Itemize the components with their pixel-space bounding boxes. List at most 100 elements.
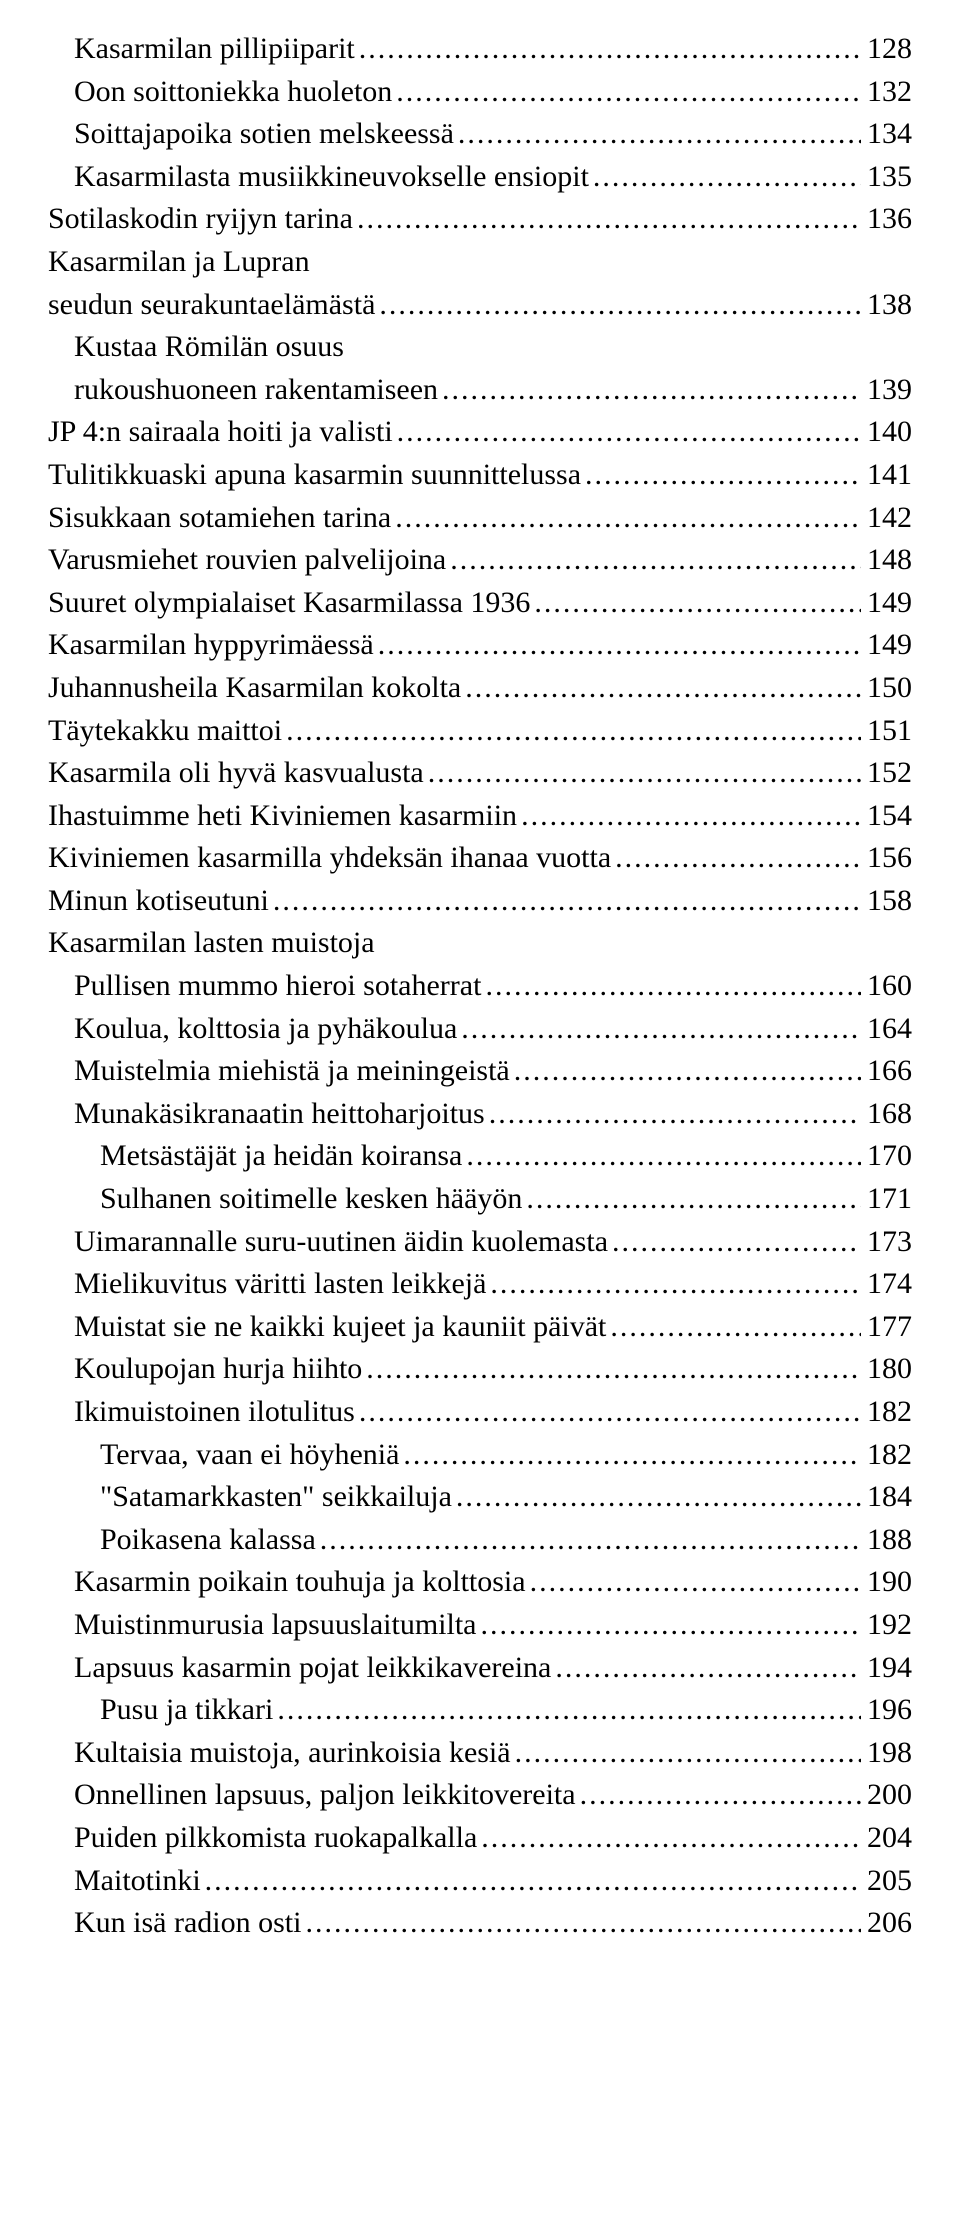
toc-entry-page: 128 xyxy=(861,28,912,71)
toc-entry: Metsästäjät ja heidän koiransa170 xyxy=(48,1135,912,1178)
toc-entry-label: Munakäsikranaatin heittoharjoitus xyxy=(74,1093,485,1136)
toc-entry-page: 135 xyxy=(861,156,912,199)
toc-entry-page: 173 xyxy=(861,1221,912,1264)
toc-entry: Tulitikkuaski apuna kasarmin suunnittelu… xyxy=(48,454,912,497)
toc-leader-dots xyxy=(391,497,861,540)
toc-entry-page: 200 xyxy=(861,1774,912,1817)
toc-entry-page: 148 xyxy=(861,539,912,582)
toc-entry: Oon soittoniekka huoleton132 xyxy=(48,71,912,114)
toc-heading: Kasarmilan lasten muistoja xyxy=(48,922,912,965)
toc-entry: Onnellinen lapsuus, paljon leikkitoverei… xyxy=(48,1774,912,1817)
toc-leader-dots xyxy=(608,1221,861,1264)
toc-entry-label: Kiviniemen kasarmilla yhdeksän ihanaa vu… xyxy=(48,837,611,880)
toc-leader-dots xyxy=(399,1434,861,1477)
toc-entry-page: 152 xyxy=(861,752,912,795)
toc-entry: seudun seurakuntaelämästä138 xyxy=(48,284,912,327)
toc-entry-label: seudun seurakuntaelämästä xyxy=(48,284,375,327)
toc-entry: Mielikuvitus väritti lasten leikkejä174 xyxy=(48,1263,912,1306)
toc-leader-dots xyxy=(269,880,861,923)
toc-leader-dots xyxy=(375,284,861,327)
toc-entry-page: 139 xyxy=(861,369,912,412)
toc-entry-label: Kun isä radion osti xyxy=(74,1902,301,1945)
toc-entry: Puiden pilkkomista ruokapalkalla204 xyxy=(48,1817,912,1860)
toc-entry: Koulua, kolttosia ja pyhäkoulua164 xyxy=(48,1008,912,1051)
toc-entry: Kultaisia muistoja, aurinkoisia kesiä198 xyxy=(48,1732,912,1775)
toc-entry-page: 141 xyxy=(861,454,912,497)
toc-entry-label: Sisukkaan sotamiehen tarina xyxy=(48,497,391,540)
toc-entry-page: 166 xyxy=(861,1050,912,1093)
toc-leader-dots xyxy=(477,1817,861,1860)
toc-entry-label: Kasarmin poikain touhuja ja kolttosia xyxy=(74,1561,526,1604)
toc-entry-label: Kasarmila oli hyvä kasvualusta xyxy=(48,752,424,795)
toc-entry-page: 136 xyxy=(861,198,912,241)
toc-entry: Kun isä radion osti 206 xyxy=(48,1902,912,1945)
toc-entry: rukoushuoneen rakentamiseen139 xyxy=(48,369,912,412)
toc-entry-page: 206 xyxy=(861,1902,912,1945)
toc-entry: Poikasena kalassa 188 xyxy=(48,1519,912,1562)
toc-entry-label: Ihastuimme heti Kiviniemen kasarmiin xyxy=(48,795,517,838)
toc-entry: Maitotinki205 xyxy=(48,1860,912,1903)
toc-entry-page: 142 xyxy=(861,497,912,540)
toc-entry-label: Koulua, kolttosia ja pyhäkoulua xyxy=(74,1008,457,1051)
toc-entry-label: Sulhanen soitimelle kesken hääyön xyxy=(100,1178,522,1221)
toc-entry-label: Muistat sie ne kaikki kujeet ja kauniit … xyxy=(74,1306,606,1349)
toc-leader-dots xyxy=(511,1732,861,1775)
toc-entry: Munakäsikranaatin heittoharjoitus168 xyxy=(48,1093,912,1136)
toc-entry-page: 184 xyxy=(861,1476,912,1519)
toc-entry-page: 134 xyxy=(861,113,912,156)
toc-entry: Pullisen mummo hieroi sotaherrat160 xyxy=(48,965,912,1008)
toc-entry-label: "Satamarkkasten" seikkailuja xyxy=(100,1476,452,1519)
toc-entry-label: JP 4:n sairaala hoiti ja valisti xyxy=(48,411,393,454)
toc-leader-dots xyxy=(510,1050,861,1093)
toc-leader-dots xyxy=(392,71,861,114)
toc-entry: Täytekakku maittoi151 xyxy=(48,710,912,753)
toc-entry-page: 188 xyxy=(861,1519,912,1562)
toc-entry-page: 192 xyxy=(861,1604,912,1647)
toc-leader-dots xyxy=(530,582,861,625)
toc-entry: Lapsuus kasarmin pojat leikkikavereina19… xyxy=(48,1647,912,1690)
toc-leader-dots xyxy=(438,369,861,412)
toc-leader-dots xyxy=(522,1178,861,1221)
toc-entry: Koulupojan hurja hiihto180 xyxy=(48,1348,912,1391)
toc-leader-dots xyxy=(362,1348,861,1391)
toc-entry-page: 198 xyxy=(861,1732,912,1775)
toc-entry-page: 182 xyxy=(861,1391,912,1434)
toc-entry-page: 205 xyxy=(861,1860,912,1903)
toc-heading: Kustaa Römilän osuus xyxy=(48,326,912,369)
toc-entry-label: Pusu ja tikkari xyxy=(100,1689,273,1732)
toc-entry-label: Onnellinen lapsuus, paljon leikkitoverei… xyxy=(74,1774,576,1817)
toc-entry: Kasarmilan pillipiiparit 128 xyxy=(48,28,912,71)
toc-entry: Suuret olympialaiset Kasarmilassa 193614… xyxy=(48,582,912,625)
toc-leader-dots xyxy=(201,1860,861,1903)
toc-leader-dots xyxy=(301,1902,861,1945)
toc-leader-dots xyxy=(282,710,861,753)
toc-leader-dots xyxy=(424,752,861,795)
toc-page: Kasarmilan pillipiiparit 128Oon soittonie… xyxy=(0,0,960,1973)
toc-entry-page: 150 xyxy=(861,667,912,710)
toc-entry-label: Uimarannalle suru-uutinen äidin kuolemas… xyxy=(74,1221,608,1264)
toc-entry-page: 180 xyxy=(861,1348,912,1391)
toc-entry-label: Tulitikkuaski apuna kasarmin suunnittelu… xyxy=(48,454,581,497)
toc-entry-label: Kasarmilan pillipiiparit xyxy=(74,28,355,71)
toc-leader-dots xyxy=(355,1391,861,1434)
toc-leader-dots xyxy=(273,1689,861,1732)
toc-leader-dots xyxy=(581,454,861,497)
toc-leader-dots xyxy=(485,1093,861,1136)
toc-entry-label: Minun kotiseutuni xyxy=(48,880,269,923)
toc-entry-label: Suuret olympialaiset Kasarmilassa 1936 xyxy=(48,582,530,625)
toc-entry-label: Muistelmia miehistä ja meiningeistä xyxy=(74,1050,510,1093)
toc-leader-dots xyxy=(476,1604,861,1647)
toc-entry-page: 194 xyxy=(861,1647,912,1690)
toc-entry-label: Tervaa, vaan ei höyheniä xyxy=(100,1434,399,1477)
toc-entry-page: 177 xyxy=(861,1306,912,1349)
toc-entry-label: Poikasena kalassa xyxy=(100,1519,316,1562)
toc-leader-dots xyxy=(461,667,861,710)
toc-entry: Juhannusheila Kasarmilan kokolta150 xyxy=(48,667,912,710)
toc-leader-dots xyxy=(457,1008,861,1051)
toc-entry: Sotilaskodin ryijyn tarina136 xyxy=(48,198,912,241)
toc-entry-page: 158 xyxy=(861,880,912,923)
toc-entry: Kasarmilasta musiikkineuvokselle ensiopi… xyxy=(48,156,912,199)
toc-entry: "Satamarkkasten" seikkailuja 184 xyxy=(48,1476,912,1519)
toc-entry-page: 132 xyxy=(861,71,912,114)
toc-entry-page: 171 xyxy=(861,1178,912,1221)
